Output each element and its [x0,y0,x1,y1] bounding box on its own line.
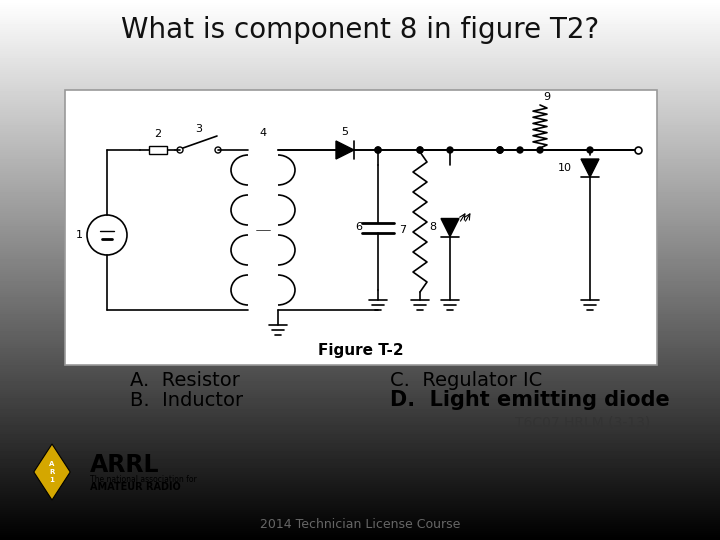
Text: 4: 4 [259,128,266,138]
Polygon shape [441,219,459,237]
Text: 2014 Technician License Course: 2014 Technician License Course [260,517,460,530]
Text: B.  Inductor: B. Inductor [130,390,243,409]
Circle shape [497,147,503,153]
Text: 5: 5 [341,127,348,137]
Polygon shape [34,444,71,500]
Circle shape [417,147,423,153]
Text: What is component 8 in figure T2?: What is component 8 in figure T2? [121,16,599,44]
Text: D.  Light emitting diode: D. Light emitting diode [390,390,670,410]
Circle shape [375,147,381,153]
Text: 6: 6 [355,222,362,233]
Circle shape [497,147,503,153]
Circle shape [375,147,381,153]
Text: A: A [49,461,55,467]
Text: C.  Regulator IC: C. Regulator IC [390,370,542,389]
Text: The national association for: The national association for [90,476,197,484]
Circle shape [587,147,593,153]
Text: 1: 1 [76,230,83,240]
Polygon shape [336,141,354,159]
Text: T6C07 HRLM (3-13): T6C07 HRLM (3-13) [515,415,650,429]
Circle shape [497,147,503,153]
Text: Figure T-2: Figure T-2 [318,342,404,357]
Text: 10: 10 [558,163,572,173]
Text: 9: 9 [543,92,550,102]
FancyBboxPatch shape [65,90,657,365]
Circle shape [517,147,523,153]
Text: AMATEUR RADIO: AMATEUR RADIO [90,482,181,492]
Circle shape [537,147,543,153]
Text: ARRL: ARRL [90,453,160,477]
Bar [148,146,166,154]
Circle shape [417,147,423,153]
Text: 8: 8 [429,222,436,233]
Text: 2: 2 [154,129,161,139]
Text: R: R [49,469,55,475]
Text: 7: 7 [399,225,406,235]
Polygon shape [581,159,599,177]
Text: 3: 3 [196,124,202,134]
Text: A.  Resistor: A. Resistor [130,370,240,389]
Text: 1: 1 [50,477,55,483]
Circle shape [447,147,453,153]
